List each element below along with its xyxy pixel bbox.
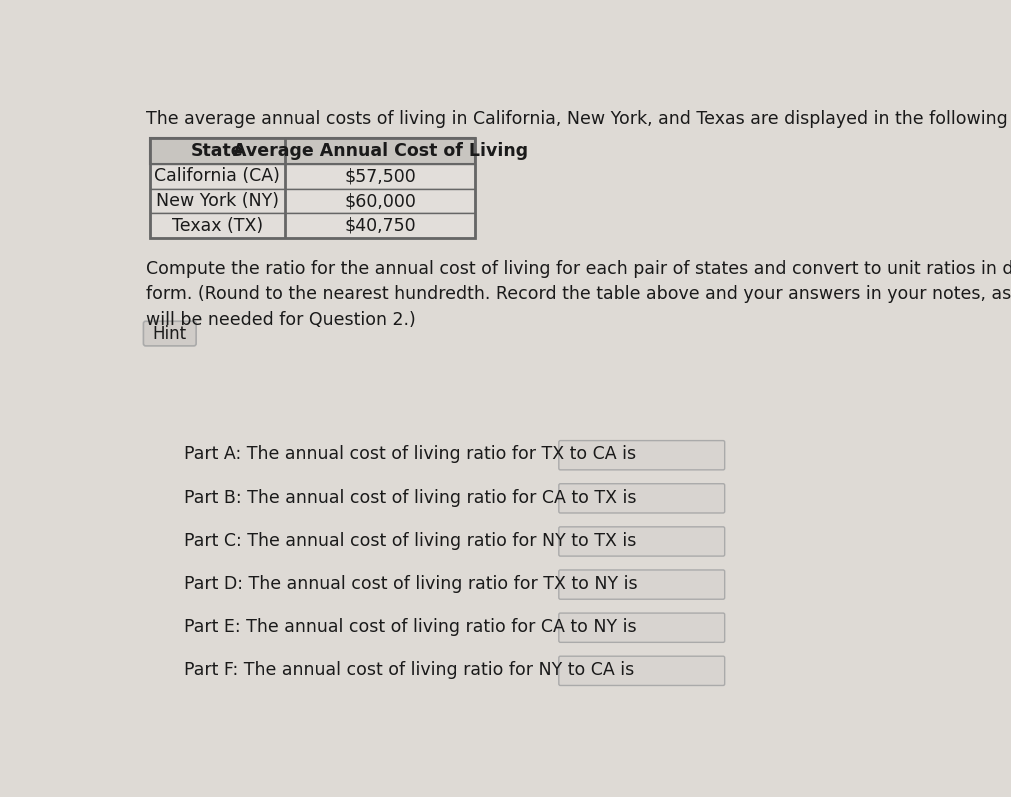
FancyBboxPatch shape — [144, 321, 196, 346]
FancyBboxPatch shape — [559, 527, 725, 556]
Text: Compute the ratio for the annual cost of living for each pair of states and conv: Compute the ratio for the annual cost of… — [146, 260, 1011, 329]
Text: Part B: The annual cost of living ratio for CA to TX is: Part B: The annual cost of living ratio … — [184, 489, 637, 507]
Text: New York (NY): New York (NY) — [156, 192, 279, 210]
FancyBboxPatch shape — [559, 613, 725, 642]
Text: $40,750: $40,750 — [345, 217, 416, 235]
Bar — [150, 164, 475, 189]
FancyBboxPatch shape — [559, 570, 725, 599]
Bar — [150, 214, 475, 238]
Text: Part E: The annual cost of living ratio for CA to NY is: Part E: The annual cost of living ratio … — [184, 618, 637, 636]
Text: Part A: The annual cost of living ratio for TX to CA is: Part A: The annual cost of living ratio … — [184, 446, 637, 464]
Text: Hint: Hint — [153, 324, 187, 343]
FancyBboxPatch shape — [559, 656, 725, 685]
Text: $60,000: $60,000 — [345, 192, 417, 210]
FancyBboxPatch shape — [559, 441, 725, 470]
Text: Part D: The annual cost of living ratio for TX to NY is: Part D: The annual cost of living ratio … — [184, 575, 638, 593]
Text: Part C: The annual cost of living ratio for NY to TX is: Part C: The annual cost of living ratio … — [184, 532, 637, 550]
Text: State: State — [191, 142, 244, 160]
Text: Texax (TX): Texax (TX) — [172, 217, 263, 235]
Text: $57,500: $57,500 — [345, 167, 417, 186]
Bar — [150, 138, 475, 238]
Bar — [150, 138, 475, 164]
Text: Average Annual Cost of Living: Average Annual Cost of Living — [233, 142, 528, 160]
Text: Part F: The annual cost of living ratio for NY to CA is: Part F: The annual cost of living ratio … — [184, 661, 635, 679]
Text: California (CA): California (CA) — [155, 167, 280, 186]
Bar — [150, 189, 475, 214]
Text: The average annual costs of living in California, New York, and Texas are displa: The average annual costs of living in Ca… — [146, 109, 1011, 128]
FancyBboxPatch shape — [559, 484, 725, 513]
